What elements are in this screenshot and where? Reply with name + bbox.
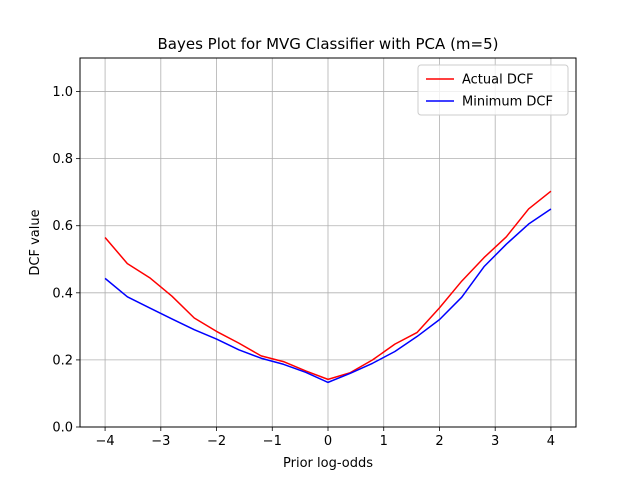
x-tick-label: 2 [435,434,443,449]
x-tick-label: −2 [207,434,226,449]
x-tick-label: −1 [263,434,282,449]
series-lines [104,190,552,384]
legend-label-actual-dcf: Actual DCF [462,73,533,88]
x-tick-label: −3 [151,434,170,449]
y-tick-label: 0.4 [52,286,73,301]
x-tick-label: −4 [95,434,114,449]
legend-box [417,64,569,116]
series-line-minimum-dcf [104,208,552,384]
series-line-actual-dcf [104,190,552,381]
x-tick-label: 4 [547,434,555,449]
chart-title: Bayes Plot for MVG Classifier with PCA (… [157,35,498,53]
x-tick-label: 1 [380,434,388,449]
y-tick-label: 1.0 [52,85,73,100]
y-tick-label: 0.0 [52,421,73,436]
y-tick-label: 0.8 [52,152,73,167]
y-tick-label: 0.6 [52,219,73,234]
legend-label-minimum-dcf: Minimum DCF [462,95,553,110]
axis-ticks: −4 −3 −2 −1 0 1 2 3 4 0.0 0.2 0.4 0.6 0.8 1.0 [52,85,555,449]
x-tick-label: 3 [491,434,499,449]
x-tick-label: 0 [324,434,332,449]
x-axis-label: Prior log-odds [283,456,373,471]
y-axis-label: DCF value [28,209,43,275]
y-tick-label: 0.2 [52,353,73,368]
legend: Actual DCF Minimum DCF [417,64,569,116]
